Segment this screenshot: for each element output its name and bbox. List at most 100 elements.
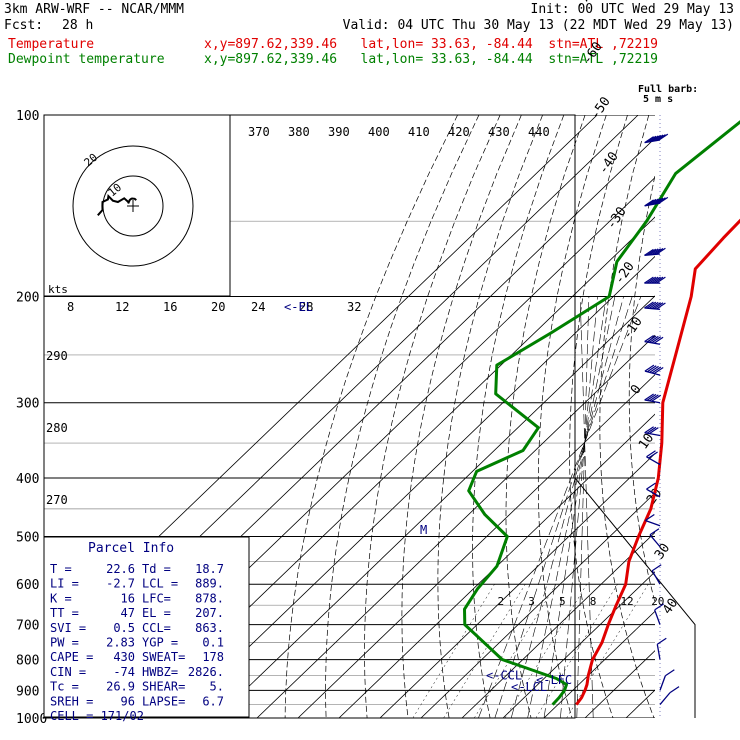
isotherm--20 (379, 453, 655, 718)
parcel-row-4-col-3: 863. (195, 621, 224, 635)
parcel-row-6-col-3: 178 (202, 650, 224, 664)
wind-feather-190-1 (646, 276, 657, 284)
moist-adiabat-24 (560, 296, 598, 718)
moist-adiabat-20 (543, 296, 607, 718)
legend-temperature-info: x,y=897.62,339.46 lat,lon= 33.63, -84.44… (204, 37, 658, 52)
parcel-row-0-col-1: 22.6 (106, 562, 135, 576)
parcel-row-4-col-0: SVI = (50, 621, 86, 635)
hodograph-speed-label-20: 20 (211, 300, 225, 314)
parcel-row-4-col-1: 0.5 (113, 621, 135, 635)
parcel-row-0-col-3: 18.7 (195, 562, 224, 576)
theta-left-label-290: 290 (46, 349, 68, 363)
dry-adiabat-280 (472, 115, 565, 718)
theta-label-380: 380 (288, 125, 310, 139)
wind-feather-270-3 (651, 366, 662, 374)
wind-feather-340-1 (646, 426, 657, 434)
isotherm-label--50: -50 (588, 94, 614, 122)
wind-feather-110-4 (653, 134, 664, 142)
parcel-row-2-col-0: K = (50, 591, 72, 605)
level-marker-ccl: <-CCL (486, 668, 522, 682)
parcel-row-5-col-3: 0.1 (202, 636, 224, 650)
parcel-row-0-col-2: Td = (142, 562, 171, 576)
isotherm--30 (338, 413, 655, 718)
wind-barb-600 (651, 570, 661, 585)
theta-left-label-280: 280 (46, 421, 68, 435)
wind-feather-520-0 (649, 528, 660, 536)
hodograph-speed-label-32: 32 (347, 300, 361, 314)
parcel-row-5-col-0: PW = (50, 636, 79, 650)
wind-feather-170-0 (644, 248, 654, 256)
mixing-ratio-line-20 (566, 584, 649, 718)
wind-feather-380-0 (646, 450, 656, 458)
parcel-info-frame (43, 536, 250, 718)
parcel-row-1-col-2: LCL = (142, 577, 178, 591)
mixing-ratio-line-8 (504, 584, 587, 718)
wind-feather-110-2 (649, 135, 659, 143)
parcel-row-4-col-2: CCL= (142, 621, 171, 635)
parcel-row-8-col-0: Tc = (50, 680, 79, 694)
parcel-row-8-col-1: 26.9 (106, 680, 135, 694)
dry-adiabat-330 (628, 173, 655, 604)
wind-feather-270-2 (649, 365, 659, 373)
theta-label-420: 420 (448, 125, 470, 139)
isotherm-label-40: 40 (660, 596, 681, 617)
wind-feather-210-4 (653, 302, 664, 310)
parcel-row-8-col-2: SHEAR= (142, 680, 185, 694)
parcel-row-6-col-0: CAPE = (50, 650, 93, 664)
parcel-row-10-col-0: CELL = 171/02 (50, 709, 144, 723)
wind-feather-300-1 (646, 393, 657, 401)
isotherm--40 (297, 374, 655, 718)
wind-feather-110-1 (646, 135, 657, 143)
wind-feather-300-3 (651, 394, 662, 402)
isotherm-60 (708, 115, 740, 718)
wind-feather-170-5 (656, 247, 666, 255)
dry-adiabat-250 (364, 115, 501, 718)
wind-feather-140-5 (656, 197, 666, 205)
theta-label-390: 390 (328, 125, 350, 139)
wind-feather-190-3 (651, 276, 661, 284)
level-marker-lfc: <-LFC (536, 673, 572, 687)
moist-adiabat-12 (510, 296, 624, 718)
theta-label-410: 410 (408, 125, 430, 139)
dry-adiabat-300 (537, 115, 607, 718)
el-marker: <-EL (284, 300, 313, 314)
wind-feather-950-0 (669, 686, 680, 694)
moist-adiabat-32 (579, 296, 594, 718)
parcel-row-3-col-2: EL = (142, 606, 171, 620)
dry-adiabat-290 (505, 115, 586, 718)
hodograph-speed-label-16: 16 (163, 300, 177, 314)
mixing-ratio-line-2 (412, 584, 495, 718)
wind-feather-170-4 (653, 247, 664, 255)
wind-feather-190-4 (653, 276, 664, 284)
parcel-row-2-col-2: LFC= (142, 591, 171, 605)
model-title: 3km ARW-WRF -- NCAR/MMM (4, 2, 185, 17)
wind-feather-800-0 (656, 637, 667, 645)
wind-feather-600-0 (651, 564, 662, 572)
hodograph-speed-label-8: 8 (67, 300, 74, 314)
hodograph-units: kts (48, 283, 68, 296)
wind-feather-140-2 (649, 198, 659, 206)
isotherm--10 (420, 492, 655, 718)
level-marker-lcl: <-LCL (511, 680, 547, 694)
wind-feather-210-1 (646, 301, 657, 309)
wind-feather-190-5 (656, 276, 666, 284)
isotherm-label-30: 30 (652, 541, 673, 562)
temperature-trace (575, 218, 740, 706)
wind-feather-210-3 (651, 302, 661, 310)
wind-feather-240-1 (646, 335, 657, 343)
wind-barb-950 (659, 692, 671, 705)
wind-feather-110-5 (656, 134, 666, 142)
legend-temperature: Temperature (8, 37, 95, 52)
isotherm-label--30: -30 (604, 204, 630, 232)
theta-label-370: 370 (248, 125, 270, 139)
mixing-ratio-label-5: 5 (559, 595, 566, 608)
parcel-row-1-col-3: 889. (195, 577, 224, 591)
mixing-ratio-line-3 (443, 584, 526, 718)
theta-label-430: 430 (488, 125, 510, 139)
mixing-ratio-label-3: 3 (528, 595, 535, 608)
wind-feather-110-0 (644, 136, 654, 144)
wind-barbs (644, 133, 680, 705)
wind-feather-110-3 (651, 134, 662, 142)
mixing-ratio-label-8: 8 (590, 595, 597, 608)
